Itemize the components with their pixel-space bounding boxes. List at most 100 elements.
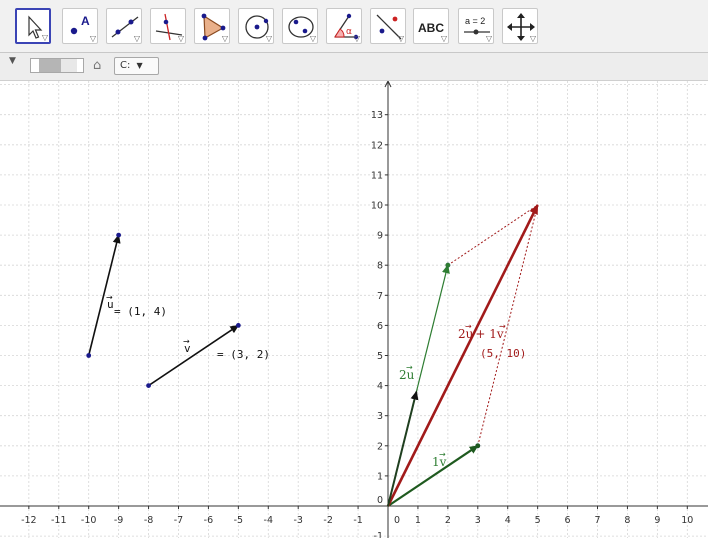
text-icon: ABC <box>418 21 444 35</box>
graphics-view[interactable]: -12 -11 -10 -9 -8 -7 -6 -5 -4 -3 -2 -1 0 1 2 3 4 5 6 7 8 9 101… <box>0 81 708 538</box>
slider-icon: a = 2 <box>464 16 490 35</box>
point-tool-button[interactable]: A ▽ <box>62 8 98 44</box>
move-tool-button[interactable]: ▽ <box>15 8 51 44</box>
x-tick-label: 10 <box>681 515 693 526</box>
point <box>146 383 151 388</box>
axes <box>0 81 708 538</box>
tool-menu-arrow-icon[interactable]: ▽ <box>397 34 404 43</box>
x-tick-label: -4 <box>264 515 273 526</box>
x-tick-label: -12 <box>21 515 37 526</box>
tool-menu-arrow-icon[interactable]: ▽ <box>485 34 492 43</box>
x-tick-label: 8 <box>624 515 630 526</box>
v-label-arrow: → <box>183 337 190 346</box>
label-2u-symbol: u <box>407 368 415 382</box>
svg-text:A: A <box>81 14 90 28</box>
y-tick-label: 1 <box>377 471 383 482</box>
circle-tool-button[interactable]: ▽ <box>238 8 274 44</box>
move-graphics-view-button[interactable]: ▽ <box>502 8 538 44</box>
text-tool-button[interactable]: ABC ▽ <box>413 8 449 44</box>
x-tick-label: -8 <box>144 515 153 526</box>
dotted-guide-line <box>477 204 539 446</box>
view-toggle-icon[interactable] <box>30 58 84 73</box>
label-1v-symbol: v <box>439 455 447 469</box>
style-dropdown[interactable]: C: ▼ <box>114 57 159 75</box>
y-tick-label: -1 <box>374 531 383 538</box>
perpendicular-line-icon <box>155 13 183 41</box>
angle-icon: α <box>334 13 359 40</box>
angle-tool-button[interactable]: α ▽ <box>326 8 362 44</box>
ellipse-icon <box>288 16 314 38</box>
y-tick-label: 2 <box>377 441 383 452</box>
svg-text:→: → <box>499 322 506 331</box>
circle-center-point-icon <box>245 15 269 39</box>
x-tick-label: -3 <box>293 515 302 526</box>
x-tick-label: -9 <box>114 515 123 526</box>
style-bar-toggle-icon[interactable]: ▼ <box>9 56 16 66</box>
reflect-tool-button[interactable]: ▽ <box>370 8 406 44</box>
point <box>86 353 92 358</box>
move-arrow-icon <box>28 15 43 39</box>
perpendicular-tool-button[interactable]: ▽ <box>150 8 186 44</box>
x-tick-label: 1 <box>415 515 421 526</box>
x-tick-label: -7 <box>174 515 183 526</box>
y-tick-label: 6 <box>377 321 383 332</box>
tool-menu-arrow-icon[interactable]: ▽ <box>265 34 272 43</box>
vector-1v <box>387 444 479 507</box>
x-tick-label: 2 <box>445 515 451 526</box>
point <box>116 232 122 238</box>
x-tick-label: 9 <box>654 515 660 526</box>
point <box>445 262 451 268</box>
tool-menu-arrow-icon[interactable]: ▽ <box>133 34 140 43</box>
y-tick-label: 4 <box>377 381 383 392</box>
y-tick-label: 10 <box>371 201 383 212</box>
x-tick-label: -5 <box>234 515 243 526</box>
u-label-arrow: → <box>106 293 113 302</box>
y-tick-label: 5 <box>377 351 383 362</box>
grid <box>0 81 708 538</box>
x-tick-label: -1 <box>353 515 362 526</box>
tick-labels: -12 -11 -10 -9 -8 -7 -6 -5 -4 -3 -2 -1 0 1 2 3 4 5 6 7 8 9 101… <box>21 110 693 538</box>
home-icon[interactable]: ⌂ <box>93 58 102 73</box>
label-1v: 1v <box>432 455 447 469</box>
svg-text:→: → <box>439 450 446 459</box>
x-tick-label: 7 <box>594 515 600 526</box>
y-tick-label: 7 <box>377 291 383 302</box>
y-tick-label: 3 <box>377 411 383 422</box>
vector-sum <box>386 204 539 507</box>
vector-u <box>87 234 121 356</box>
tool-menu-arrow-icon[interactable]: ▽ <box>309 34 316 43</box>
x-tick-label: 6 <box>565 515 571 526</box>
y-tick-label: 13 <box>371 110 383 121</box>
tool-menu-arrow-icon[interactable]: ▽ <box>353 34 360 43</box>
svg-text:α: α <box>346 27 352 37</box>
label-2u: 2u <box>399 368 415 382</box>
y-tick-label: 8 <box>377 261 383 272</box>
tool-menu-arrow-icon[interactable]: ▽ <box>440 34 447 43</box>
y-tick-label: 9 <box>377 231 383 242</box>
x-tick-label: 0 <box>394 515 400 526</box>
polygon-icon <box>201 13 226 41</box>
tool-menu-arrow-icon[interactable]: ▽ <box>221 34 228 43</box>
u-label-symbol: u <box>107 298 114 311</box>
tool-menu-arrow-icon[interactable]: ▽ <box>41 33 48 42</box>
y-axis-arrow-icon <box>384 81 392 88</box>
x-tick-label: -10 <box>81 515 97 526</box>
v-label-symbol: v <box>184 342 191 355</box>
line-tool-button[interactable]: ▽ <box>106 8 142 44</box>
origin-label: 0 <box>377 495 383 506</box>
polygon-tool-button[interactable]: ▽ <box>194 8 230 44</box>
vectors <box>86 204 539 507</box>
conic-tool-button[interactable]: ▽ <box>282 8 318 44</box>
tool-menu-arrow-icon[interactable]: ▽ <box>177 34 184 43</box>
slider-tool-button[interactable]: a = 2 ▽ <box>458 8 494 44</box>
svg-text:→: → <box>406 363 413 372</box>
svg-text:ABC: ABC <box>418 21 444 35</box>
y-tick-label: 12 <box>371 140 383 151</box>
svg-text:→: → <box>465 322 472 331</box>
tool-menu-arrow-icon[interactable]: ▽ <box>89 34 96 43</box>
y-tick-label: 11 <box>371 170 383 181</box>
point <box>475 443 481 449</box>
tool-menu-arrow-icon[interactable]: ▽ <box>529 34 536 43</box>
reflect-about-line-icon <box>376 14 402 40</box>
point <box>235 323 241 328</box>
